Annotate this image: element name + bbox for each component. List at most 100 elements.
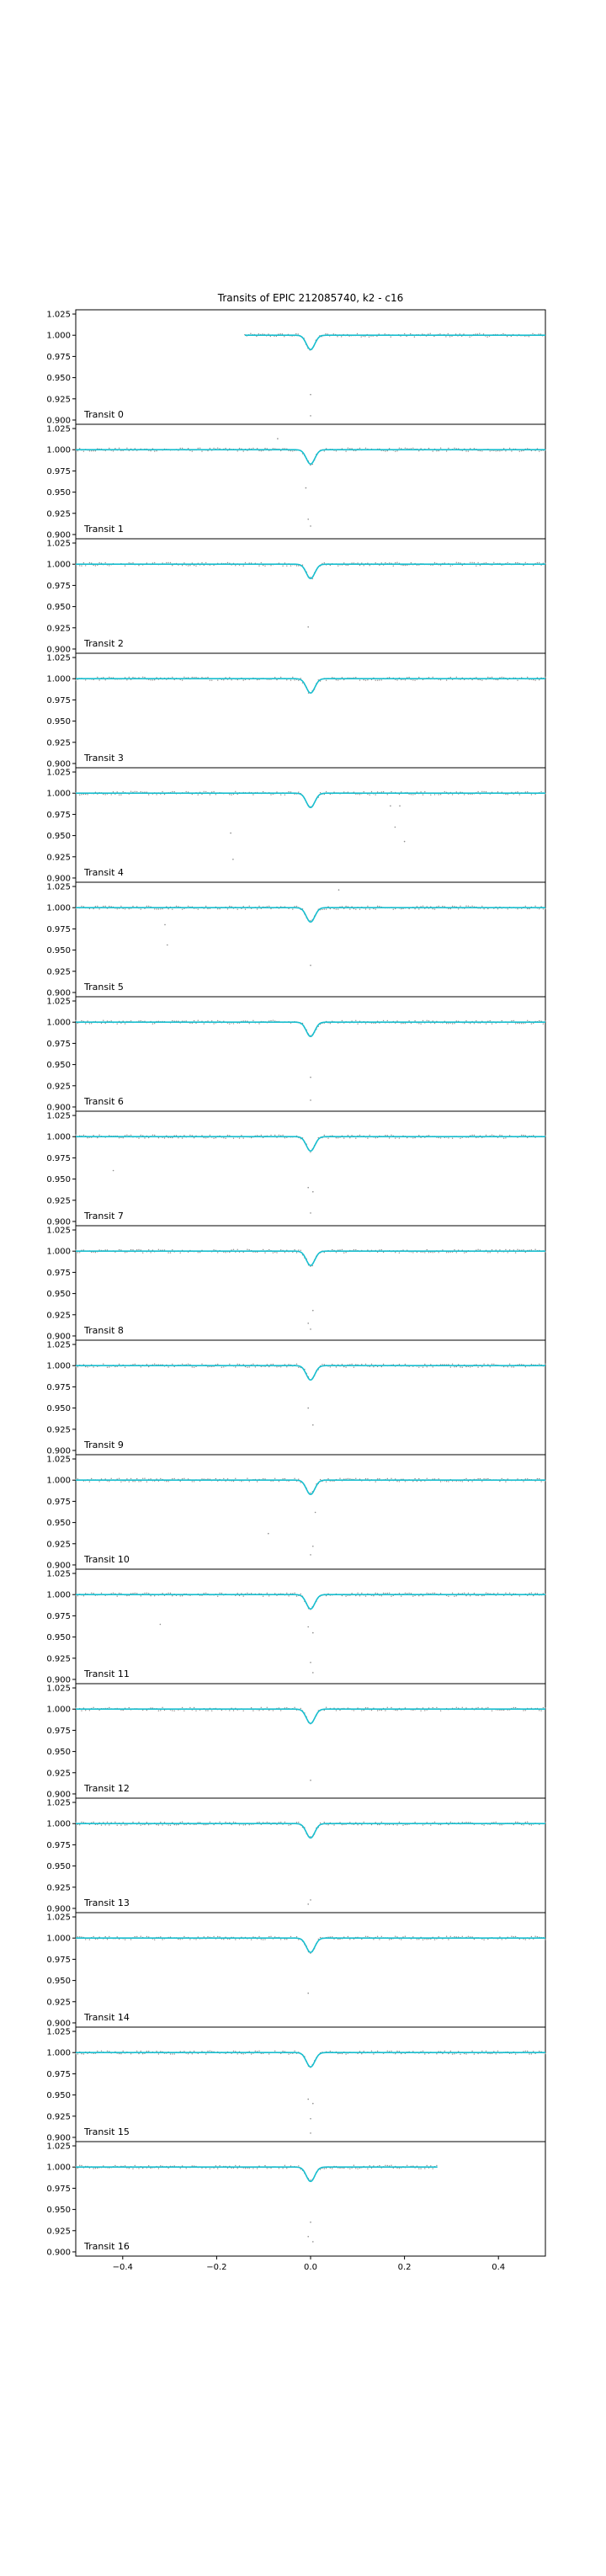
data-point	[120, 905, 122, 907]
data-point	[539, 1019, 540, 1022]
data-point	[538, 333, 540, 335]
data-point	[388, 2051, 391, 2052]
data-point	[533, 2051, 534, 2052]
data-point	[189, 1134, 191, 1136]
data-point	[396, 2050, 398, 2052]
data-point	[448, 447, 449, 450]
data-point	[380, 1821, 382, 1823]
y-tick-label: 1.000	[46, 1248, 71, 1257]
data-point	[402, 1022, 404, 1025]
data-point	[439, 447, 442, 449]
data-point	[410, 448, 412, 450]
data-point	[169, 2053, 172, 2055]
y-tick-label: 0.975	[46, 1841, 71, 1850]
data-point	[378, 333, 380, 335]
data-point	[540, 790, 542, 793]
data-point	[471, 2050, 473, 2052]
data-point	[237, 2168, 238, 2169]
data-point	[242, 1824, 244, 1826]
data-point	[424, 1252, 426, 1253]
transit-model-line	[76, 449, 545, 466]
data-point	[258, 565, 260, 567]
data-point	[130, 2053, 132, 2055]
data-point	[205, 1592, 207, 1594]
data-point	[197, 1822, 199, 1823]
data-point	[458, 1593, 460, 1594]
data-point	[420, 791, 422, 793]
data-point	[272, 1363, 274, 1365]
data-point	[539, 1363, 540, 1365]
data-point	[375, 679, 376, 681]
data-point	[295, 565, 298, 567]
data-point	[148, 1593, 150, 1594]
data-point	[534, 1593, 536, 1594]
y-tick-label: 0.900	[46, 2019, 71, 2028]
data-point	[191, 1022, 193, 1025]
data-point	[539, 908, 540, 910]
panel-label: Transit 9	[83, 1440, 124, 1450]
data-point	[91, 1592, 93, 1594]
data-point	[282, 1134, 284, 1136]
data-point	[232, 1710, 235, 1711]
data-point	[430, 1251, 432, 1253]
data-point	[351, 1593, 353, 1594]
data-point	[205, 562, 207, 564]
data-point	[426, 1248, 428, 1251]
data-point	[217, 1595, 219, 1597]
data-point	[237, 1248, 238, 1251]
data-point	[148, 1249, 150, 1251]
data-point	[396, 562, 398, 563]
data-point	[487, 1364, 489, 1365]
data-point	[473, 2053, 476, 2055]
data-point	[112, 1592, 114, 1594]
data-point	[412, 679, 414, 681]
data-point	[534, 1248, 536, 1250]
data-point	[418, 1023, 420, 1025]
data-point	[395, 1252, 396, 1253]
data-point	[396, 679, 398, 681]
data-point	[325, 1706, 327, 1708]
data-point	[418, 908, 420, 910]
data-point	[157, 1248, 160, 1251]
data-point	[532, 333, 534, 334]
data-point	[439, 1481, 442, 1482]
data-point	[396, 1824, 398, 1826]
data-point	[280, 1821, 282, 1823]
data-point	[272, 1252, 274, 1253]
data-point	[295, 1822, 298, 1823]
data-point	[292, 908, 294, 910]
data-point	[523, 564, 524, 567]
data-point	[345, 1366, 347, 1368]
data-point	[103, 2165, 104, 2167]
data-point	[138, 565, 140, 567]
data-point	[260, 1365, 262, 1368]
data-point	[163, 793, 166, 796]
data-point	[294, 906, 295, 907]
data-point	[511, 1020, 513, 1022]
data-point	[448, 1595, 449, 1597]
y-tick-label: 1.000	[46, 1477, 71, 1486]
data-points	[75, 1019, 546, 1101]
x-tick-label: 0.0	[304, 2263, 317, 2272]
outlier-point	[394, 826, 396, 828]
data-point	[455, 1936, 457, 1938]
data-point	[85, 679, 87, 681]
data-point	[250, 333, 252, 334]
data-point	[270, 565, 272, 567]
data-point	[250, 1707, 252, 1709]
data-point	[242, 1020, 244, 1022]
data-point	[256, 1481, 258, 1482]
data-point	[386, 794, 388, 796]
data-point	[138, 1821, 140, 1823]
data-point	[343, 791, 345, 793]
data-point	[517, 908, 518, 910]
data-point	[286, 679, 288, 681]
data-point	[282, 2168, 284, 2169]
outlier-point	[310, 2132, 311, 2134]
y-tick-label: 1.000	[46, 904, 71, 913]
data-point	[136, 1593, 138, 1594]
data-point	[288, 1595, 290, 1597]
y-tick-label: 0.950	[46, 2206, 71, 2215]
